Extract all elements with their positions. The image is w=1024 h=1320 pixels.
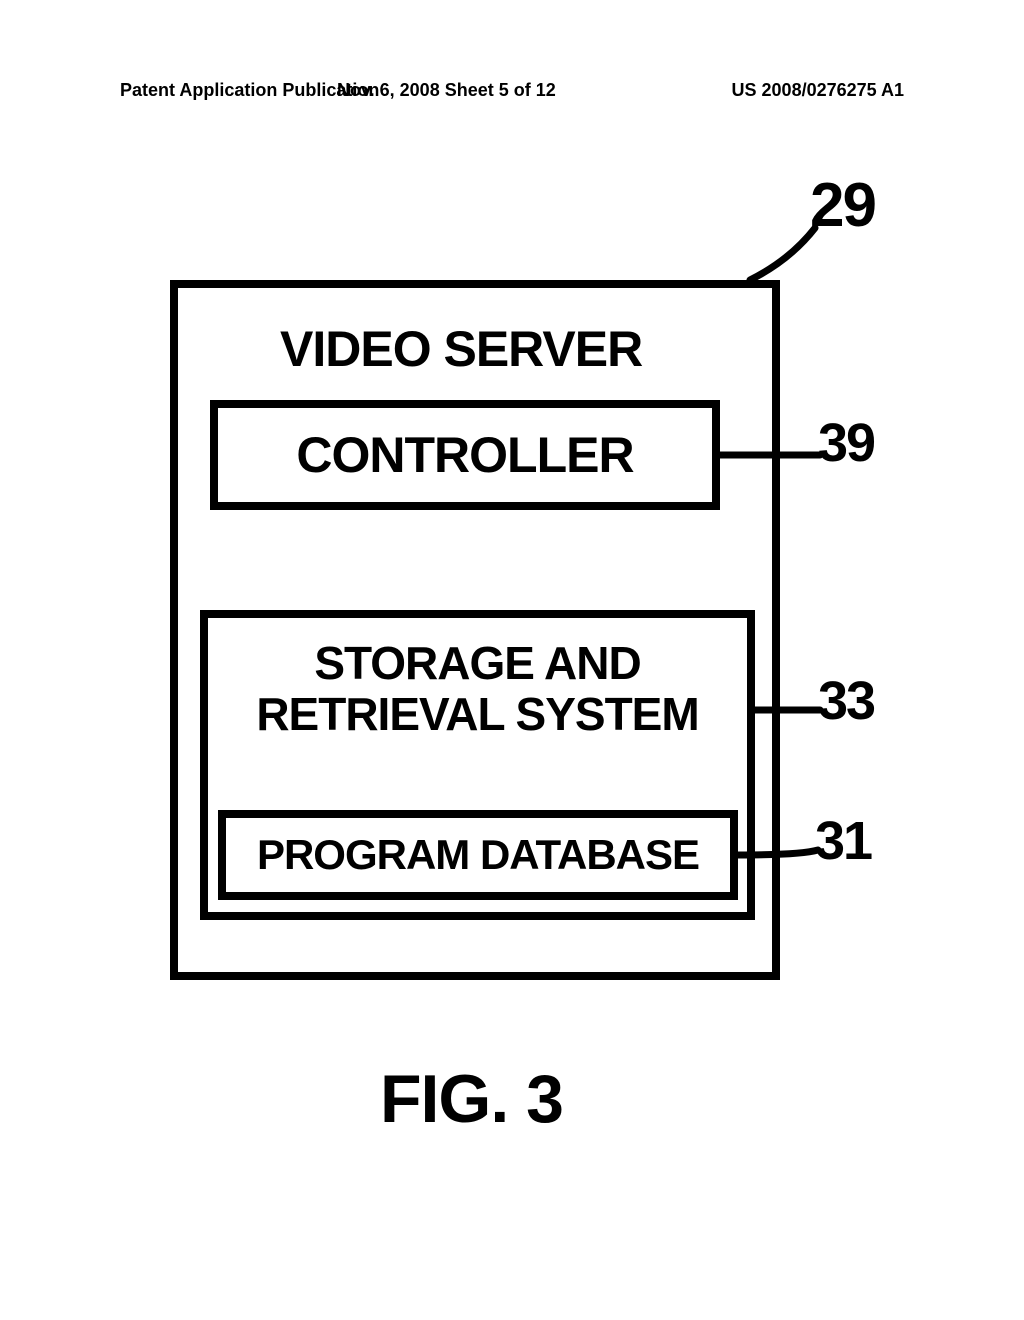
leader-29 xyxy=(750,228,815,280)
leader-31 xyxy=(738,850,818,855)
figure-caption: FIG. 3 xyxy=(380,1060,563,1138)
